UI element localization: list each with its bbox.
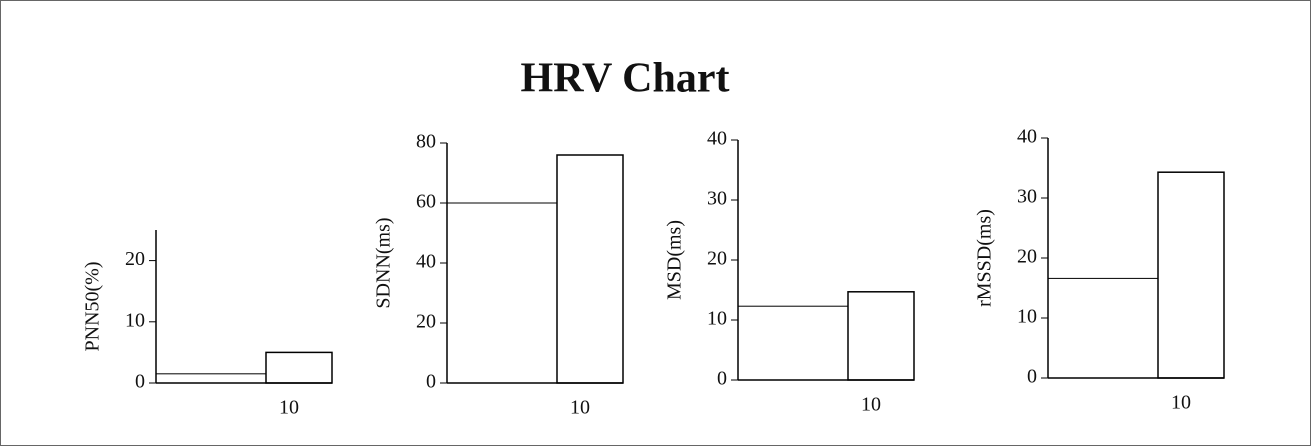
y-tick-label: 0 — [426, 371, 436, 393]
y-axis-label: rMSSD(ms) — [974, 209, 996, 307]
bar — [1157, 171, 1225, 379]
y-tick-label: 10 — [707, 308, 727, 330]
bar — [737, 305, 849, 381]
chart-title: HRV Chart — [521, 56, 730, 102]
x-tick-label: 10 — [861, 394, 881, 416]
bar — [265, 351, 333, 384]
y-tick-label: 0 — [717, 368, 727, 390]
y-axis-label: SDNN(ms) — [373, 217, 395, 308]
y-tick-label: 10 — [125, 309, 145, 331]
x-tick-label: 10 — [1171, 392, 1191, 414]
y-tick-label: 40 — [707, 128, 727, 150]
y-tick-label: 40 — [416, 251, 436, 273]
bar — [556, 154, 624, 384]
y-tick-label: 30 — [707, 188, 727, 210]
y-axis-label: MSD(ms) — [664, 220, 686, 300]
bar — [446, 202, 558, 384]
y-tick-label: 40 — [1017, 126, 1037, 148]
y-tick-label: 20 — [125, 248, 145, 270]
bar — [1047, 277, 1159, 379]
y-tick-label: 20 — [707, 248, 727, 270]
y-tick-label: 20 — [1017, 246, 1037, 268]
bar — [155, 373, 267, 384]
y-tick-label: 80 — [416, 131, 436, 153]
bar — [847, 291, 915, 381]
y-tick-label: 60 — [416, 191, 436, 213]
y-tick-label: 0 — [1027, 366, 1037, 388]
y-tick-label: 20 — [416, 311, 436, 333]
y-tick-label: 30 — [1017, 186, 1037, 208]
y-axis-label: PNN50(%) — [82, 262, 104, 352]
y-tick-label: 0 — [135, 371, 145, 393]
x-tick-label: 10 — [279, 397, 299, 419]
x-tick-label: 10 — [570, 397, 590, 419]
y-tick-label: 10 — [1017, 306, 1037, 328]
